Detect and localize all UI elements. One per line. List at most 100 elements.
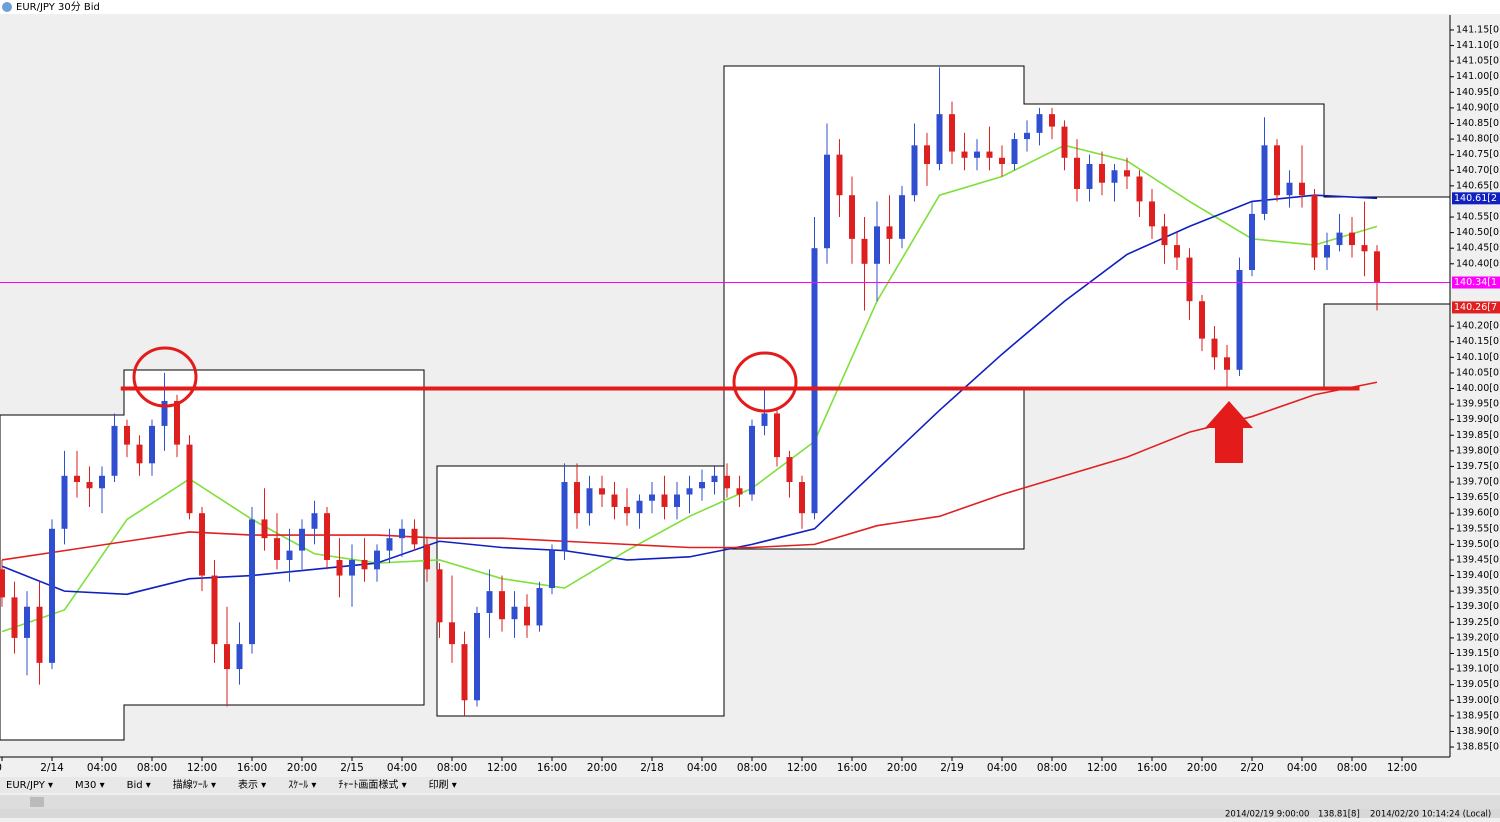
candle-body xyxy=(736,488,743,495)
candle-body xyxy=(911,145,918,196)
up-arrow xyxy=(1205,401,1253,463)
candle-body xyxy=(99,475,105,489)
y-tick-label: 140.95[0] xyxy=(1456,87,1500,98)
toolbar-item[interactable]: ｽｹｰﾙ ▾ xyxy=(288,779,316,791)
y-tick-label: 139.20[0] xyxy=(1456,632,1500,643)
x-tick-label: 08:00 xyxy=(137,762,167,774)
window-title: EUR/JPY 30分 Bid xyxy=(16,1,100,13)
candle-body xyxy=(1086,164,1093,189)
price-tag xyxy=(1452,301,1500,314)
y-tick-label: 139.00[0] xyxy=(1456,695,1500,706)
y-tick-label: 141.05[0] xyxy=(1456,56,1500,67)
candle-body xyxy=(1299,182,1305,196)
x-tick-label: 16:00 xyxy=(237,762,267,774)
candle-body xyxy=(711,475,718,483)
x-tick-label: 0:00 xyxy=(0,762,2,774)
candle-body xyxy=(1111,170,1118,183)
candle-body xyxy=(649,494,655,501)
scroll-thumb[interactable] xyxy=(30,797,44,807)
y-tick-label: 139.95[0] xyxy=(1456,399,1500,410)
candle-body xyxy=(686,488,693,495)
candle-body xyxy=(674,494,680,507)
candle-body xyxy=(124,425,130,445)
candle-body xyxy=(1324,245,1330,258)
candle-body xyxy=(211,575,218,645)
toolbar-item[interactable]: 表示 ▾ xyxy=(238,778,266,791)
candle-body xyxy=(636,500,643,514)
candle-body xyxy=(199,513,205,576)
scrollbar[interactable] xyxy=(0,795,1500,809)
price-tag-label: 140.61[2 xyxy=(1454,193,1497,204)
candle-body xyxy=(1049,114,1055,127)
y-tick-label: 140.70[0] xyxy=(1456,165,1500,176)
candle-body xyxy=(1024,132,1030,140)
price-tag-label: 140.34[1 xyxy=(1454,277,1497,288)
toolbar-item[interactable]: 印刷 ▾ xyxy=(429,779,457,791)
candle-body xyxy=(1311,195,1318,258)
toolbar-item[interactable]: 描線ﾂｰﾙ ▾ xyxy=(173,778,216,791)
title-bar xyxy=(0,0,1500,14)
candle-body xyxy=(1286,182,1293,196)
candle-body xyxy=(786,457,793,483)
candle-body xyxy=(561,482,568,551)
candle-body xyxy=(974,151,980,158)
candle-body xyxy=(399,528,405,539)
candle-body xyxy=(899,195,905,239)
candle-body xyxy=(386,538,393,551)
x-tick-label: 08:00 xyxy=(737,762,767,774)
candle-body xyxy=(874,226,880,264)
y-tick-label: 140.55[0] xyxy=(1456,212,1500,223)
candle-body xyxy=(549,550,555,589)
candle-body xyxy=(1161,226,1168,246)
candle-body xyxy=(1036,114,1043,133)
session-box xyxy=(0,369,425,741)
candle-body xyxy=(311,513,318,529)
y-tick-label: 140.50[0] xyxy=(1456,227,1500,238)
candle-body xyxy=(774,413,780,458)
candle-body xyxy=(186,444,193,514)
candle-body xyxy=(11,597,18,638)
candle-body xyxy=(236,644,243,670)
x-tick-label: 04:00 xyxy=(687,762,717,774)
y-tick-label: 138.85[0] xyxy=(1456,742,1500,753)
toolbar-item[interactable]: EUR/JPY ▾ xyxy=(6,780,53,791)
candle-body xyxy=(1099,164,1105,183)
candle-body xyxy=(1336,232,1343,246)
candle-body xyxy=(24,606,30,638)
toolbar-item[interactable]: ﾁｬｰﾄ画面様式 ▾ xyxy=(338,778,406,791)
x-tick-label: 12:00 xyxy=(487,762,517,774)
y-tick-label: 139.05[0] xyxy=(1456,679,1500,690)
toolbar-item[interactable]: M30 ▾ xyxy=(75,780,105,791)
candle-body xyxy=(1074,157,1080,189)
toolbar-item[interactable]: Bid ▾ xyxy=(127,780,151,791)
candle-body xyxy=(1374,251,1380,283)
candle-body xyxy=(424,544,430,570)
x-tick-label: 12:00 xyxy=(187,762,217,774)
y-tick-label: 139.45[0] xyxy=(1456,554,1500,565)
candle-body xyxy=(274,538,280,560)
candle-body xyxy=(861,238,868,264)
x-tick-label: 20:00 xyxy=(1187,762,1217,774)
candle-body xyxy=(411,528,418,545)
moving-average xyxy=(1,381,1378,561)
x-tick-label: 16:00 xyxy=(837,762,867,774)
x-tick-label: 20:00 xyxy=(587,762,617,774)
candle-body xyxy=(1274,145,1280,196)
candle-body xyxy=(61,475,68,529)
x-tick-label: 08:00 xyxy=(1037,762,1067,774)
y-tick-label: 140.90[0] xyxy=(1456,102,1500,113)
candle-body xyxy=(849,195,855,239)
candle-body xyxy=(936,114,943,165)
app-icon xyxy=(2,2,12,12)
y-tick-label: 139.50[0] xyxy=(1456,539,1500,550)
y-tick-label: 139.85[0] xyxy=(1456,430,1500,441)
x-tick-label: 2/15 xyxy=(340,762,364,774)
candle-body xyxy=(349,559,355,576)
price-tag-label: 140.26[7 xyxy=(1454,302,1497,313)
candle-body xyxy=(811,248,818,514)
candle-body xyxy=(49,528,55,663)
y-tick-label: 140.05[0] xyxy=(1456,367,1500,378)
candle-body xyxy=(599,488,605,495)
